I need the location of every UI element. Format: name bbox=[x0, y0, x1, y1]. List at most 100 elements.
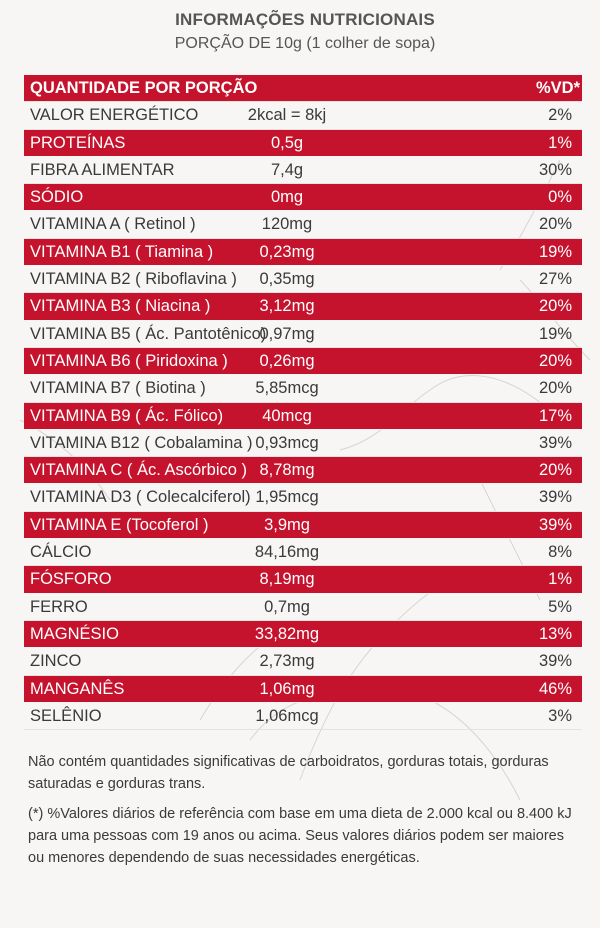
nutrient-name: VITAMINA A ( Retinol ) bbox=[30, 215, 196, 234]
nutrient-vd: 39% bbox=[538, 488, 572, 507]
nutrient-vd: 17% bbox=[538, 406, 572, 425]
nutrient-amount: 0,5g bbox=[270, 133, 304, 152]
table-row: VITAMINA B12 ( Cobalamina ) 0,93mcg 39% bbox=[24, 430, 582, 458]
nutrient-vd: 39% bbox=[538, 433, 572, 452]
table-row: FERRO 0,7mg 5% bbox=[24, 594, 582, 621]
nutrient-amount: 0,35mg bbox=[259, 270, 315, 289]
nutrient-amount: 1,95mcg bbox=[255, 488, 319, 507]
table-row: CÁLCIO 84,16mg 8% bbox=[24, 539, 582, 567]
nutrient-name: MANGANÊS bbox=[30, 679, 125, 698]
table-row: VITAMINA A ( Retinol ) 120mg 20% bbox=[24, 211, 582, 239]
table-row: VITAMINA E (Tocoferol ) 3,9mg 39% bbox=[24, 511, 582, 540]
table-row: MAGNÉSIO 33,82mg 13% bbox=[24, 620, 582, 649]
nutrient-vd: 30% bbox=[538, 160, 572, 179]
nutrient-name: SELÊNIO bbox=[30, 706, 102, 725]
nutrient-vd: 2% bbox=[548, 106, 572, 125]
nutrient-vd: 20% bbox=[538, 379, 572, 398]
table-row: VITAMINA B2 ( Riboflavina ) 0,35mg 27% bbox=[24, 266, 582, 294]
nutrient-name: SÓDIO bbox=[30, 188, 84, 207]
nutrient-vd: 8% bbox=[548, 543, 572, 562]
nutrient-amount: 3,12mg bbox=[259, 297, 315, 316]
nutrient-vd: 20% bbox=[538, 461, 572, 480]
nutrient-vd: 13% bbox=[538, 624, 572, 643]
nutrient-amount: 0,93mcg bbox=[255, 433, 319, 452]
nutrient-vd: 1% bbox=[548, 570, 572, 589]
nutrient-name: FERRO bbox=[30, 597, 88, 616]
table-row: VITAMINA B7 ( Biotina ) 5,85mcg 20% bbox=[24, 375, 582, 403]
nutrient-amount: 2kcal = 8kj bbox=[247, 106, 327, 125]
nutrient-amount: 0,7mg bbox=[264, 597, 310, 616]
footnote-insignificant: Não contém quantidades significativas de… bbox=[28, 754, 549, 792]
nutrient-name: VITAMINA B1 ( Tiamina ) bbox=[30, 242, 214, 261]
table-row: SÓDIO 0mg 0% bbox=[24, 184, 582, 212]
nutrient-name: VALOR ENERGÉTICO bbox=[30, 106, 199, 125]
nutrient-name: FIBRA ALIMENTAR bbox=[30, 160, 175, 179]
nutrient-name: VITAMINA E (Tocoferol ) bbox=[30, 515, 209, 534]
nutrient-name: FÓSFORO bbox=[30, 570, 112, 589]
nutrient-amount: 8,78mg bbox=[259, 461, 315, 480]
nutrient-vd: 46% bbox=[538, 679, 572, 698]
nutrient-name: MAGNÉSIO bbox=[30, 624, 119, 643]
nutrient-vd: 19% bbox=[538, 324, 572, 343]
nutrient-amount: 0mg bbox=[270, 188, 304, 207]
nutrient-name: VITAMINA B3 ( Niacina ) bbox=[30, 297, 211, 316]
nutrient-name: VITAMINA B2 ( Riboflavina ) bbox=[30, 270, 237, 289]
footnotes: Não contém quantidades significativas de… bbox=[28, 751, 578, 877]
nutrient-amount: 0,97mg bbox=[259, 324, 315, 343]
nutrient-amount: 120mg bbox=[261, 215, 313, 234]
nutrient-amount: 40mcg bbox=[262, 406, 312, 425]
nutrient-name: VITAMINA B7 ( Biotina ) bbox=[30, 379, 206, 398]
nutrient-name: ZINCO bbox=[30, 652, 82, 671]
column-header-nutrient: QUANTIDADE POR PORÇÃO bbox=[30, 79, 258, 97]
table-row: ZINCO 2,73mg 39% bbox=[24, 648, 582, 676]
footnote-daily-values: (*) %Valores diários de referência com b… bbox=[28, 806, 572, 866]
nutrient-name: PROTEÍNAS bbox=[30, 133, 126, 152]
nutrient-name: VITAMINA C ( Ác. Ascórbico ) bbox=[30, 461, 247, 480]
nutrient-amount: 8,19mg bbox=[259, 570, 315, 589]
table-row: VALOR ENERGÉTICO 2kcal = 8kj 2% bbox=[24, 102, 582, 130]
nutrient-name: CÁLCIO bbox=[30, 543, 92, 562]
nutrient-name: VITAMINA B12 ( Cobalamina ) bbox=[30, 433, 253, 452]
nutrient-amount: 5,85mcg bbox=[255, 379, 319, 398]
nutrient-amount: 1,06mcg bbox=[255, 706, 319, 725]
nutrient-name: VITAMINA B6 ( Piridoxina ) bbox=[30, 351, 228, 370]
nutrient-amount: 84,16mg bbox=[254, 543, 320, 562]
nutrient-amount: 1,06mg bbox=[259, 679, 315, 698]
nutrient-amount: 7,4g bbox=[270, 160, 304, 179]
table-row: MANGANÊS 1,06mg 46% bbox=[24, 675, 582, 703]
nutrient-vd: 0% bbox=[548, 188, 572, 207]
nutrient-amount: 2,73mg bbox=[259, 652, 315, 671]
table-row: VITAMINA B6 ( Piridoxina ) 0,26mg 20% bbox=[24, 347, 582, 376]
nutrient-amount: 0,23mg bbox=[259, 242, 315, 261]
nutrient-vd: 20% bbox=[538, 297, 572, 316]
page-title: INFORMAÇÕES NUTRICIONAIS bbox=[175, 10, 435, 29]
table-row: VITAMINA C ( Ác. Ascórbico ) 8,78mg 20% bbox=[24, 457, 582, 485]
nutrient-vd: 39% bbox=[538, 652, 572, 671]
table-row: VITAMINA D3 ( Colecalciferol) 1,95mcg 39% bbox=[24, 484, 582, 512]
nutrient-name: VITAMINA D3 ( Colecalciferol) bbox=[30, 488, 251, 507]
nutrition-header: INFORMAÇÕES NUTRICIONAIS PORÇÃO DE 10g (… bbox=[0, 8, 600, 56]
nutrient-vd: 20% bbox=[538, 215, 572, 234]
table-row: VITAMINA B1 ( Tiamina ) 0,23mg 19% bbox=[24, 238, 582, 267]
nutrient-amount: 0,26mg bbox=[259, 351, 315, 370]
nutrient-vd: 39% bbox=[538, 515, 572, 534]
nutrient-vd: 5% bbox=[548, 597, 572, 616]
nutrient-vd: 19% bbox=[538, 242, 572, 261]
nutrient-vd: 20% bbox=[538, 351, 572, 370]
nutrient-amount: 33,82mg bbox=[254, 624, 320, 643]
table-row: SELÊNIO 1,06mcg 3% bbox=[24, 703, 582, 731]
column-header-vd: %VD* bbox=[535, 79, 580, 97]
nutrient-name: VITAMINA B9 ( Ác. Fólico) bbox=[30, 406, 224, 425]
nutrient-amount: 3,9mg bbox=[264, 515, 310, 534]
nutrient-vd: 27% bbox=[538, 270, 572, 289]
serving-size: PORÇÃO DE 10g (1 colher de sopa) bbox=[174, 35, 436, 52]
table-row: VITAMINA B9 ( Ác. Fólico) 40mcg 17% bbox=[24, 402, 582, 430]
nutrition-table: QUANTIDADE POR PORÇÃO %VD* VALOR ENERGÉT… bbox=[24, 75, 582, 731]
table-row: VITAMINA B5 ( Ác. Pantotênico) 0,97mg 19% bbox=[24, 321, 582, 348]
table-row: VITAMINA B3 ( Niacina ) 3,12mg 20% bbox=[24, 293, 582, 321]
nutrient-name: VITAMINA B5 ( Ác. Pantotênico) bbox=[30, 324, 267, 343]
nutrient-vd: 1% bbox=[548, 133, 572, 152]
table-row: FIBRA ALIMENTAR 7,4g 30% bbox=[24, 157, 582, 185]
table-row: FÓSFORO 8,19mg 1% bbox=[24, 566, 582, 594]
table-row: PROTEÍNAS 0,5g 1% bbox=[24, 129, 582, 157]
